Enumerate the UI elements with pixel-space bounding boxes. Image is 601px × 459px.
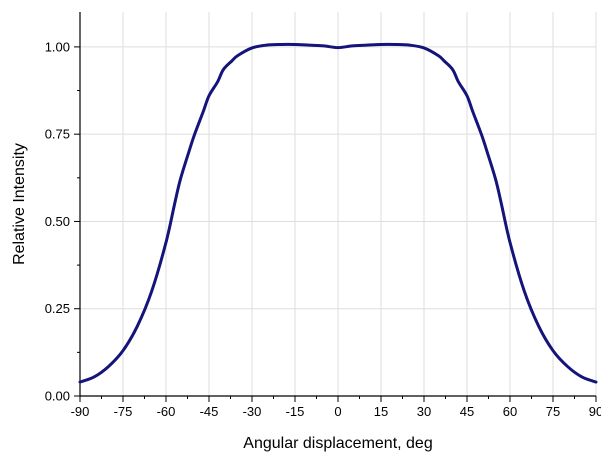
y-tick-label: 0.00 [45, 389, 70, 404]
x-tick-label: 45 [460, 404, 474, 419]
y-tick-label: 0.25 [45, 301, 70, 316]
x-tick-label: -30 [243, 404, 262, 419]
x-tick-label: 0 [334, 404, 341, 419]
x-tick-label: -90 [71, 404, 90, 419]
x-tick-label: -60 [157, 404, 176, 419]
intensity-curve [78, 42, 598, 384]
y-tick-label: 0.50 [45, 214, 70, 229]
y-axis-title: Relative Intensity [11, 143, 28, 265]
x-tick-label: -15 [286, 404, 305, 419]
ticks: -90 -75 -60 -45 -30 -15 0 15 30 45 60 75 90 0.00 0.25 0… [45, 39, 601, 419]
x-tick-label: -45 [200, 404, 219, 419]
y-tick-label: 1.00 [45, 39, 70, 54]
x-tick-label: 75 [546, 404, 560, 419]
x-axis-title: Angular displacement, deg [243, 435, 432, 452]
x-tick-label: 60 [503, 404, 517, 419]
x-tick-label: 90 [589, 404, 601, 419]
series [78, 42, 598, 384]
x-tick-label: 15 [374, 404, 388, 419]
y-tick-label: 0.75 [45, 127, 70, 142]
grid [80, 12, 597, 396]
x-tick-label: 30 [417, 404, 431, 419]
x-tick-label: -75 [114, 404, 133, 419]
